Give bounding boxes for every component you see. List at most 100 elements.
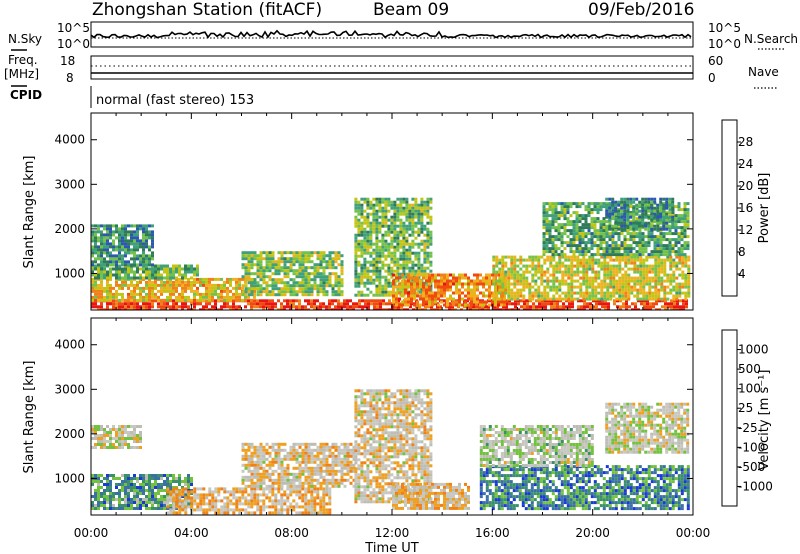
heatmap-cell xyxy=(528,264,532,268)
heatmap-cell xyxy=(238,305,241,309)
freq-traces xyxy=(91,65,693,74)
heatmap-cell xyxy=(551,250,555,254)
heatmap-cell xyxy=(160,286,163,290)
heatmap-cell xyxy=(443,273,446,277)
heatmap-cell xyxy=(585,297,589,301)
heatmap-cell xyxy=(412,308,415,310)
heatmap-cell xyxy=(585,267,589,271)
heatmap-cell xyxy=(492,255,496,259)
heatmap-cell xyxy=(543,258,547,262)
heatmap-cell xyxy=(369,233,373,237)
heatmap-cell xyxy=(600,291,604,295)
heatmap-cell xyxy=(405,218,409,222)
heatmap-cell xyxy=(437,297,440,301)
heatmap-cell xyxy=(94,257,97,261)
heatmap-cell xyxy=(184,492,187,495)
heatmap-cell xyxy=(585,273,589,277)
heatmap-cell xyxy=(514,302,517,306)
heatmap-cell xyxy=(262,281,266,285)
heatmap-cell xyxy=(124,443,127,446)
heatmap-cell xyxy=(653,220,657,224)
heatmap-cell xyxy=(124,230,127,234)
heatmap-cell xyxy=(301,308,304,310)
heatmap-cell xyxy=(384,245,388,249)
heatmap-cell xyxy=(160,276,163,280)
heatmap-cell xyxy=(604,308,607,310)
heatmap-cell xyxy=(560,205,564,209)
heatmap-cell xyxy=(416,303,419,307)
heatmap-cell xyxy=(363,263,367,267)
heatmap-cell xyxy=(545,223,549,227)
heatmap-cell xyxy=(226,302,229,306)
heatmap-cell xyxy=(559,305,562,309)
heatmap-cell xyxy=(579,258,583,262)
heatmap-cell xyxy=(404,297,407,301)
heatmap-cell xyxy=(590,226,594,230)
heatmap-cell xyxy=(94,437,97,440)
heatmap-cell xyxy=(593,232,597,236)
heatmap-cell xyxy=(136,308,139,310)
heatmap-cell xyxy=(549,258,553,262)
heatmap-cell xyxy=(642,270,646,274)
heatmap-cell xyxy=(641,203,645,207)
heatmap-cell xyxy=(355,305,358,309)
heatmap-cell xyxy=(196,493,200,497)
heatmap-cell xyxy=(94,305,97,309)
heatmap-cell xyxy=(549,273,553,277)
heatmap-cell xyxy=(301,272,305,276)
heatmap-cell xyxy=(169,486,172,489)
heatmap-cell xyxy=(238,308,241,310)
heatmap-cell xyxy=(581,247,585,251)
heatmap-cell xyxy=(413,291,416,295)
heatmap-cell xyxy=(115,254,118,258)
heatmap-cell xyxy=(633,282,637,286)
heatmap-cell xyxy=(627,273,631,277)
heatmap-cell xyxy=(124,273,127,277)
heatmap-cell xyxy=(109,501,112,504)
heatmap-cell xyxy=(624,273,628,277)
heatmap-cell xyxy=(169,308,172,310)
heatmap-cell xyxy=(130,437,133,440)
heatmap-cell xyxy=(322,284,326,288)
heatmap-cell xyxy=(683,232,687,236)
heatmap-cell xyxy=(573,279,577,283)
heatmap-cell xyxy=(124,270,127,274)
heatmap-cell xyxy=(357,218,361,222)
heatmap-cell xyxy=(439,305,442,309)
heatmap-cell xyxy=(271,287,275,291)
heatmap-cell xyxy=(628,305,631,309)
heatmap-cell xyxy=(372,278,376,282)
heatmap-cell xyxy=(629,244,633,248)
heatmap-cell xyxy=(160,498,163,501)
heatmap-cell xyxy=(519,255,523,259)
heatmap-cell xyxy=(148,308,151,310)
heatmap-cell xyxy=(106,289,109,293)
heatmap-cell xyxy=(612,270,616,274)
heatmap-cell xyxy=(399,224,403,228)
heatmap-cell xyxy=(163,267,166,271)
heatmap-cell xyxy=(504,291,508,295)
heatmap-cell xyxy=(656,241,660,245)
heatmap-cell xyxy=(517,299,520,303)
heatmap-cell xyxy=(443,291,446,295)
heatmap-cell xyxy=(399,203,403,207)
heatmap-cell xyxy=(605,224,609,228)
heatmap-cell xyxy=(357,209,361,213)
heatmap-cell xyxy=(160,273,163,277)
heatmap-cell xyxy=(548,202,552,206)
heatmap-cell xyxy=(492,258,496,262)
heatmap-cell xyxy=(115,437,118,440)
heatmap-cell xyxy=(253,289,256,293)
heatmap-cell xyxy=(680,238,684,242)
heatmap-cell xyxy=(319,287,323,291)
heatmap-cell xyxy=(573,264,577,268)
heatmap-cell xyxy=(420,269,424,273)
heatmap-cell xyxy=(175,280,178,284)
heatmap-cell xyxy=(369,221,373,225)
heatmap-cell xyxy=(443,282,446,286)
heatmap-cell xyxy=(588,258,592,262)
heatmap-cell xyxy=(561,273,565,277)
heatmap-cell xyxy=(319,305,322,309)
heatmap-cell xyxy=(94,289,97,293)
heatmap-cell xyxy=(151,501,154,504)
